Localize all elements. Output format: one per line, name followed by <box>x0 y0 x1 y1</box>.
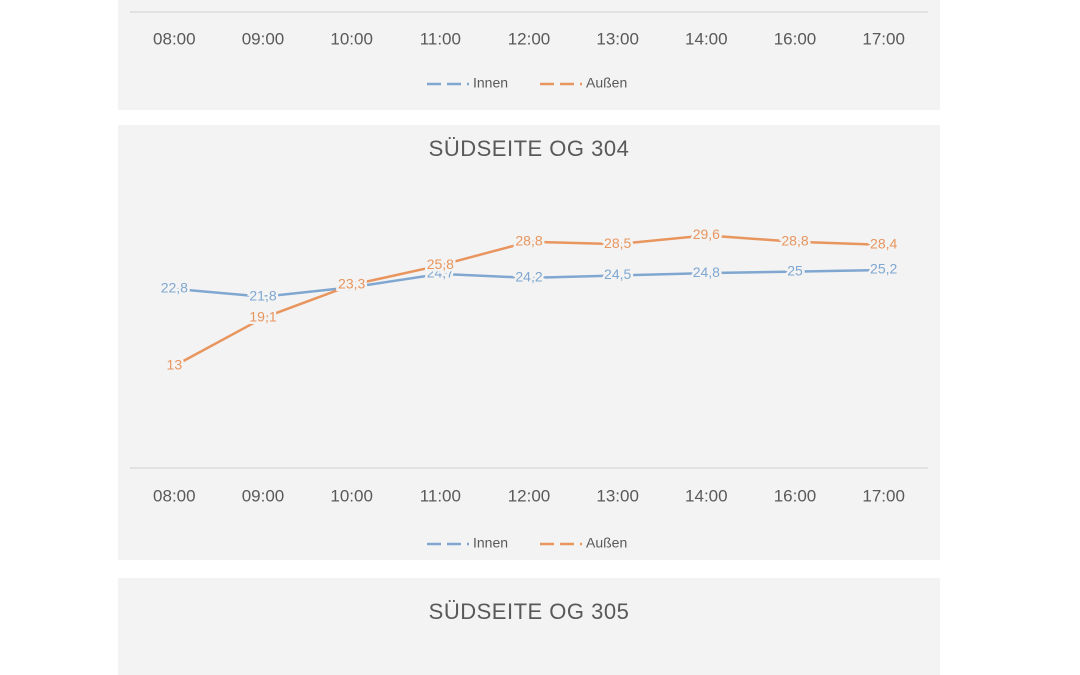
x-tick-label: 09:00 <box>242 29 285 48</box>
panel <box>118 125 940 560</box>
data-label: 19,1 <box>249 309 276 325</box>
series-line <box>173 234 884 367</box>
legend-label: Außen <box>586 535 627 551</box>
x-tick-label: 17:00 <box>862 486 905 505</box>
data-label: 23 <box>344 278 360 294</box>
chart-title: SÜDSEITE OG 304 <box>429 136 630 161</box>
x-tick-label: 11:00 <box>420 29 461 48</box>
data-label: 24,8 <box>693 264 720 280</box>
data-label: 24,5 <box>604 266 631 282</box>
x-tick-label: 16:00 <box>774 486 817 505</box>
x-tick-label: 12:00 <box>508 486 551 505</box>
data-label: 13 <box>167 357 183 373</box>
data-label: 24,2 <box>515 269 542 285</box>
panel <box>118 578 940 675</box>
data-label: 29,6 <box>693 226 720 242</box>
data-label: 21,8 <box>249 287 276 303</box>
data-label: 24,7 <box>427 265 454 281</box>
x-tick-label: 12:00 <box>508 29 551 48</box>
x-tick-label: 13:00 <box>596 29 639 48</box>
panel <box>118 0 940 110</box>
x-tick-label: 10:00 <box>330 29 373 48</box>
legend-label: Innen <box>473 535 508 551</box>
data-label: 28,8 <box>781 232 808 248</box>
x-tick-label: 09:00 <box>242 486 285 505</box>
x-tick-label: 16:00 <box>774 29 817 48</box>
data-label: 28,5 <box>604 235 631 251</box>
legend-label: Innen <box>473 75 508 91</box>
x-tick-label: 08:00 <box>153 486 196 505</box>
x-tick-label: 17:00 <box>862 29 905 48</box>
data-label: 25,8 <box>427 256 454 272</box>
data-label: 23,3 <box>338 276 365 292</box>
chart-title: SÜDSEITE OG 305 <box>429 599 630 624</box>
data-label: 28,8 <box>515 232 542 248</box>
x-tick-label: 08:00 <box>153 29 196 48</box>
x-tick-label: 14:00 <box>685 29 728 48</box>
data-label: 25 <box>787 262 803 278</box>
series-line <box>174 268 884 298</box>
x-tick-label: 10:00 <box>330 486 373 505</box>
legend-label: Außen <box>586 75 627 91</box>
x-tick-label: 13:00 <box>596 486 639 505</box>
x-tick-label: 11:00 <box>420 486 461 505</box>
x-tick-label: 14:00 <box>685 486 728 505</box>
data-label: 22,8 <box>161 280 188 296</box>
data-label: 28,4 <box>870 236 897 252</box>
data-label: 25,2 <box>870 261 897 277</box>
